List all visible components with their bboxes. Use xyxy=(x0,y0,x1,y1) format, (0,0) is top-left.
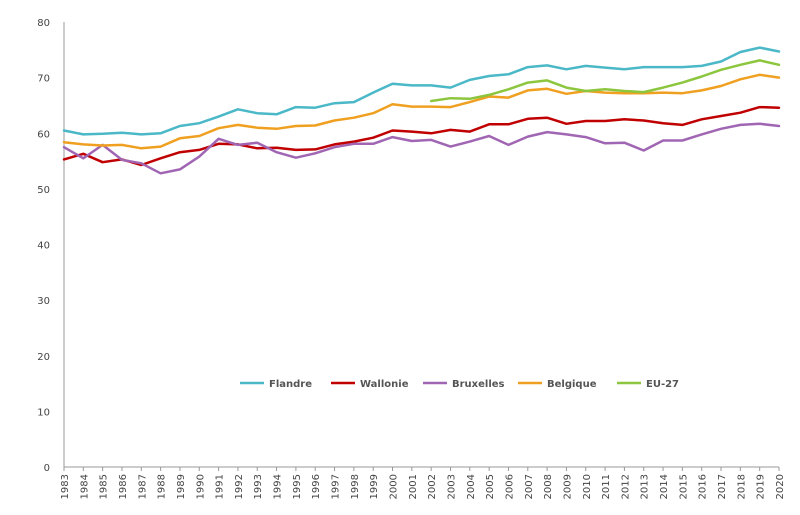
x-tick-label: 2004 xyxy=(466,474,477,499)
chart-axes xyxy=(63,22,779,468)
x-tick-label: 1998 xyxy=(350,474,361,499)
legend-item-belgique: Belgique xyxy=(518,379,597,390)
x-tick-label: 2016 xyxy=(698,474,709,499)
x-tick-label: 1992 xyxy=(234,474,245,499)
x-tick-label: 2008 xyxy=(543,474,554,499)
y-tick-label: 60 xyxy=(37,129,50,140)
x-tick-label: 2011 xyxy=(601,474,612,499)
series-line-eu-27 xyxy=(429,59,781,103)
y-tick-label: 50 xyxy=(37,185,50,196)
x-tick-label: 2005 xyxy=(485,474,496,499)
y-tick-label: 80 xyxy=(37,18,50,29)
x-tick-label: 2019 xyxy=(756,474,767,499)
series-lines xyxy=(62,46,781,175)
x-tick-label: 2013 xyxy=(640,474,651,499)
legend: Flandre Wallonie Bruxelles Belgique EU-27 xyxy=(240,379,679,390)
series-line-wallonie xyxy=(62,105,781,167)
x-tick-label: 1986 xyxy=(118,474,129,499)
x-tick-label: 1995 xyxy=(292,474,303,499)
series-line-belgique xyxy=(62,73,781,150)
x-tick-label: 2003 xyxy=(446,474,457,499)
legend-item-eu-27: EU-27 xyxy=(617,379,679,390)
legend-label: Flandre xyxy=(269,379,312,390)
legend-label: Bruxelles xyxy=(452,379,505,390)
x-tick-label: 2018 xyxy=(736,474,747,499)
x-tick-label: 1990 xyxy=(195,474,206,499)
x-tick-label: 1983 xyxy=(60,474,71,499)
legend-item-bruxelles: Bruxelles xyxy=(423,379,505,390)
x-tick-label: 2007 xyxy=(524,474,535,499)
x-tick-label: 1988 xyxy=(157,474,168,499)
y-tick-label: 40 xyxy=(37,241,50,252)
x-tick-label: 1991 xyxy=(215,474,226,499)
series-line-bruxelles xyxy=(62,122,781,175)
y-tick-label: 10 xyxy=(37,407,50,418)
y-tick-label: 0 xyxy=(44,463,50,474)
y-tick-label: 70 xyxy=(37,74,50,85)
legend-label: Belgique xyxy=(547,379,597,390)
x-tick-label: 1985 xyxy=(99,474,110,499)
legend-label: Wallonie xyxy=(360,379,409,390)
x-tick-label: 1989 xyxy=(176,474,187,499)
x-tick-label: 2001 xyxy=(408,474,419,499)
x-tick-label: 1984 xyxy=(79,474,90,499)
y-tick-label: 30 xyxy=(37,296,50,307)
x-tick-label: 2014 xyxy=(659,474,670,499)
y-tick-label: 20 xyxy=(37,352,50,363)
x-tick-label: 1999 xyxy=(369,474,380,499)
y-axis-ticks: 0 10 20 30 40 50 60 70 80 xyxy=(37,18,50,474)
x-tick-label: 2010 xyxy=(582,474,593,499)
x-tick-label: 2000 xyxy=(389,474,400,499)
legend-item-wallonie: Wallonie xyxy=(331,379,409,390)
x-tick-label: 2006 xyxy=(504,474,515,499)
legend-item-flandre: Flandre xyxy=(240,379,312,390)
x-tick-label: 2020 xyxy=(775,474,786,499)
x-tick-label: 1993 xyxy=(253,474,264,499)
x-tick-label: 2017 xyxy=(717,474,728,499)
series-line-flandre xyxy=(62,46,781,136)
x-tick-label: 1987 xyxy=(137,474,148,499)
x-tick-label: 2012 xyxy=(620,474,631,499)
x-tick-label: 1996 xyxy=(311,474,322,499)
x-tick-label: 1994 xyxy=(273,474,284,499)
legend-label: EU-27 xyxy=(646,379,679,390)
x-tick-label: 2009 xyxy=(562,474,573,499)
x-tick-label: 2002 xyxy=(427,474,438,499)
x-axis-ticks: 1983 1984 1985 1986 1987 1988 1989 1990 1991 1992… xyxy=(60,467,786,499)
x-tick-label: 1997 xyxy=(331,474,342,499)
x-tick-label: 2015 xyxy=(678,474,689,499)
